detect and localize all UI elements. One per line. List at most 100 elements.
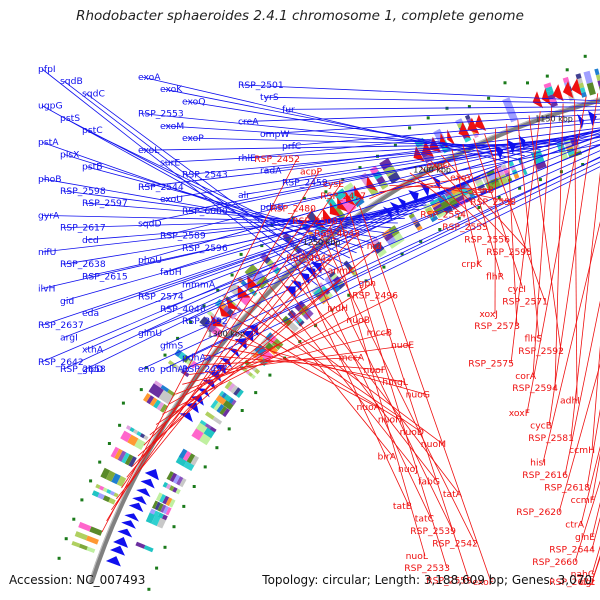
forward-gene-arrow <box>105 556 121 567</box>
leader-line-forward <box>163 129 600 236</box>
forward-gene-label: RSP_2574 <box>138 292 184 303</box>
outer-feature-block <box>224 296 231 302</box>
marker-tick <box>487 96 491 100</box>
forward-gene-label: RSP_2597 <box>82 198 128 209</box>
reverse-gene-label: RSP_2539 <box>410 526 456 537</box>
marker-tick <box>477 206 481 209</box>
topology-value: circular <box>322 573 367 587</box>
forward-gene-label: ugpG <box>38 101 63 112</box>
forward-gene-arrow <box>305 267 316 279</box>
reverse-gene-label: fabG <box>418 476 440 487</box>
marker-tick <box>216 288 220 292</box>
leader-line-reverse <box>510 111 541 364</box>
inner-feature-block <box>321 296 331 305</box>
leader-line-reverse <box>267 282 416 470</box>
reverse-gene-label: tatB <box>393 501 412 512</box>
inner-feature-block <box>204 423 212 430</box>
inner-feature-block <box>250 374 256 380</box>
leader-line-reverse <box>517 119 540 339</box>
reverse-gene-label: crpK <box>461 259 483 270</box>
inner-feature-block <box>288 322 299 333</box>
inner-feature-block <box>416 225 423 231</box>
forward-gene-label: pstC <box>82 125 103 136</box>
outer-feature-block <box>156 401 165 411</box>
leader-line-reverse <box>302 250 432 519</box>
outer-feature-block <box>546 90 555 97</box>
forward-gene-arrow <box>185 402 199 414</box>
leader-line-forward <box>41 183 464 326</box>
forward-gene-label: RSP_2553 <box>138 109 184 120</box>
forward-gene-arrow <box>241 330 254 343</box>
leader-line-reverse <box>451 149 480 265</box>
marker-tick <box>302 196 306 200</box>
reverse-gene-label: nrd <box>367 241 382 252</box>
outer-feature-block <box>159 403 168 413</box>
marker-tick <box>358 166 362 170</box>
reverse-gene-label: gph <box>359 278 377 289</box>
kbp-scale-label: 1250 kbp <box>303 238 341 247</box>
forward-gene-label: creA <box>238 117 259 128</box>
forward-gene-label: exoP <box>182 133 204 144</box>
reverse-gene-label: nuoE <box>391 340 414 351</box>
inner-feature-block <box>157 503 164 512</box>
outer-feature-block <box>583 70 593 84</box>
marker-tick <box>215 446 219 450</box>
inner-feature-block <box>151 514 161 527</box>
marker-tick <box>80 498 84 502</box>
leader-line-forward <box>63 168 494 370</box>
forward-gene-label: RSP_2615 <box>82 271 128 282</box>
reverse-gene-arrow <box>532 91 543 109</box>
leader-line-forward <box>241 121 600 159</box>
forward-gene-arrow <box>140 478 155 489</box>
leader-line-reverse <box>121 208 314 489</box>
leader-line-forward <box>85 165 502 370</box>
forward-gene-label: plsX <box>60 149 79 160</box>
leader-line-reverse <box>399 178 514 203</box>
marker-tick <box>393 143 397 147</box>
reverse-gene-label: nuoD <box>400 427 424 438</box>
reverse-gene-arrow <box>413 146 425 162</box>
forward-gene-label: sqdB <box>60 76 83 87</box>
inner-feature-block <box>377 248 387 258</box>
inner-feature-block <box>228 397 235 404</box>
forward-gene-arrow <box>117 528 133 538</box>
reverse-gene-arrow <box>353 185 365 200</box>
inner-feature-block <box>179 478 187 488</box>
forward-gene-label: radA <box>260 165 282 176</box>
reverse-gene-label: tatA <box>443 489 463 500</box>
outer-feature-block <box>586 82 596 96</box>
inner-feature-block <box>219 406 228 415</box>
forward-gene-label: sqdD <box>138 218 162 229</box>
inner-feature-block <box>426 209 435 216</box>
leader-line-reverse <box>132 233 358 467</box>
leader-line-forward <box>163 132 589 200</box>
reverse-gene-label: adhI <box>560 396 580 407</box>
forward-gene-arrow <box>144 469 159 481</box>
reverse-gene-label: glnE <box>575 532 595 543</box>
outer-feature-block <box>127 434 139 447</box>
forward-gene-arrow <box>113 537 128 548</box>
outer-feature-block <box>148 383 164 398</box>
forward-gene-label: RSP_2642 <box>38 357 84 368</box>
inner-feature-block <box>293 316 301 323</box>
leader-line-reverse <box>462 143 502 277</box>
forward-gene-label: exoK <box>160 84 183 95</box>
inner-feature-block <box>156 517 167 529</box>
inner-feature-block <box>503 169 509 174</box>
inner-feature-block <box>271 338 281 347</box>
forward-gene-label: sqdC <box>82 88 105 99</box>
leader-line-forward <box>263 96 600 104</box>
forward-gene-label: alr <box>238 190 250 201</box>
inner-feature-block <box>236 389 244 398</box>
leader-line-forward <box>141 76 510 163</box>
inner-feature-block <box>221 392 227 399</box>
inner-feature-block <box>425 206 433 213</box>
leader-line-reverse <box>234 317 400 420</box>
inner-feature-block <box>145 512 156 524</box>
outer-feature-block <box>102 495 111 503</box>
forward-gene-arrow <box>179 412 193 423</box>
forward-gene-label: pdhB <box>260 202 284 213</box>
leader-line-reverse <box>293 258 410 507</box>
forward-gene-label: pstA <box>38 137 59 148</box>
